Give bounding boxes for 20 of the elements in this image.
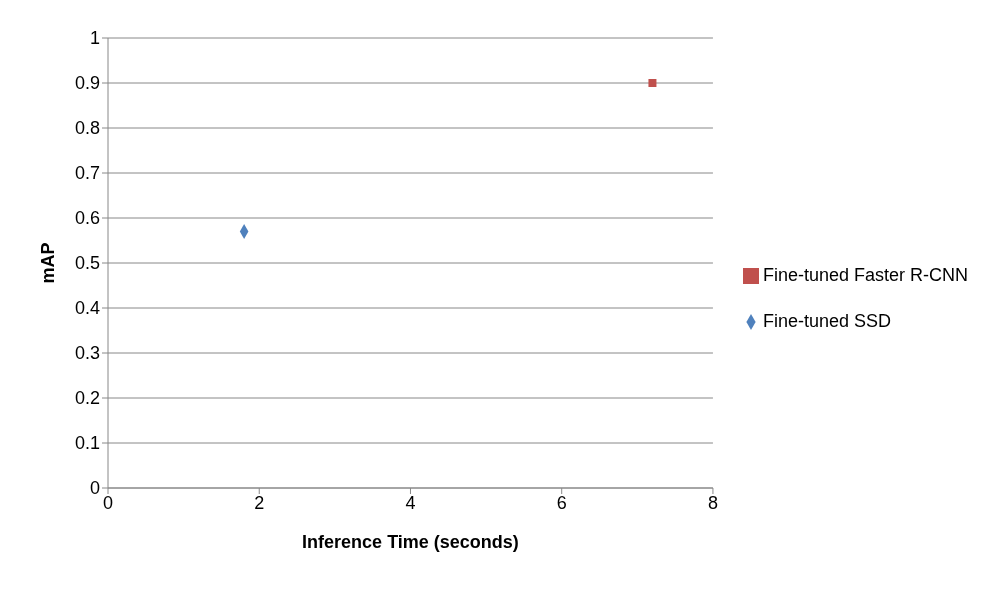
y-tick-label: 0.1 bbox=[74, 433, 100, 454]
y-tick-label: 0.4 bbox=[74, 298, 100, 319]
y-tick-label: 0.2 bbox=[74, 388, 100, 409]
legend-label: Fine-tuned Faster R-CNN bbox=[762, 265, 968, 285]
x-tick-label: 4 bbox=[405, 492, 416, 513]
x-tick-label: 8 bbox=[707, 492, 718, 513]
legend-label: Fine-tuned SSD bbox=[762, 311, 892, 331]
y-tick-label: 1 bbox=[89, 28, 100, 49]
y-axis-title: mAP bbox=[38, 242, 59, 284]
x-tick-label: 6 bbox=[556, 492, 567, 513]
x-axis-title: Inference Time (seconds) bbox=[302, 532, 519, 552]
y-tick-label: 0.5 bbox=[74, 253, 100, 274]
x-tick-label: 2 bbox=[254, 492, 265, 513]
y-tick-label: 0.7 bbox=[74, 163, 100, 184]
x-tick-label: 0 bbox=[102, 492, 114, 513]
y-tick-label: 0.3 bbox=[74, 343, 100, 364]
y-tick-label: 0 bbox=[89, 478, 100, 499]
y-tick-label: 0.9 bbox=[74, 73, 100, 94]
y-tick-label: 0.8 bbox=[74, 118, 100, 139]
y-tick-label: 0.6 bbox=[74, 208, 100, 229]
